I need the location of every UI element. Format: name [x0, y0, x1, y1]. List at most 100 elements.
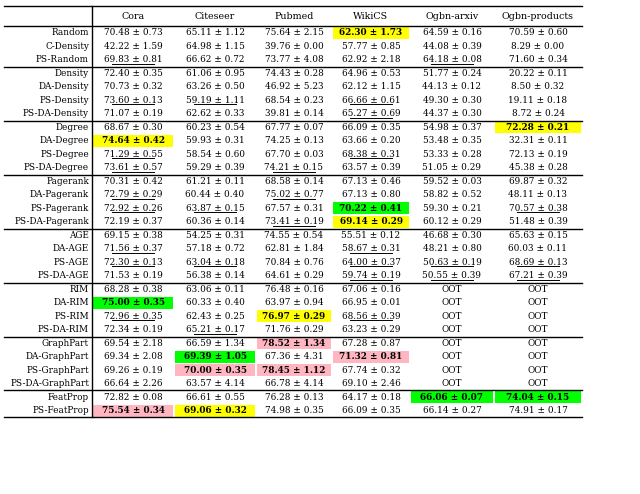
Text: 74.25 ± 0.13: 74.25 ± 0.13	[264, 136, 323, 145]
Text: 56.38 ± 0.14: 56.38 ± 0.14	[186, 271, 244, 280]
Text: OOT: OOT	[528, 285, 548, 294]
Text: 63.57 ± 0.39: 63.57 ± 0.39	[342, 163, 400, 172]
Bar	[175, 405, 255, 417]
Text: 62.43 ± 0.25: 62.43 ± 0.25	[186, 312, 244, 321]
Text: 59.52 ± 0.03: 59.52 ± 0.03	[422, 177, 481, 186]
Text: 60.36 ± 0.14: 60.36 ± 0.14	[186, 217, 244, 226]
Text: 72.13 ± 0.19: 72.13 ± 0.19	[509, 150, 568, 159]
Text: 72.96 ± 0.35: 72.96 ± 0.35	[104, 312, 163, 321]
Text: Density: Density	[55, 69, 89, 78]
Text: 72.92 ± 0.26: 72.92 ± 0.26	[104, 204, 163, 213]
Text: OOT: OOT	[442, 339, 462, 348]
Text: OOT: OOT	[442, 352, 462, 361]
Text: 68.38 ± 0.31: 68.38 ± 0.31	[342, 150, 400, 159]
Text: OOT: OOT	[442, 366, 462, 375]
Text: 53.48 ± 0.35: 53.48 ± 0.35	[422, 136, 481, 145]
Text: 66.59 ± 1.34: 66.59 ± 1.34	[186, 339, 244, 348]
Text: 74.64 ± 0.42: 74.64 ± 0.42	[102, 136, 164, 145]
Text: 63.57 ± 4.14: 63.57 ± 4.14	[186, 379, 244, 388]
Text: 70.00 ± 0.35: 70.00 ± 0.35	[184, 366, 246, 375]
Text: 67.06 ± 0.16: 67.06 ± 0.16	[342, 285, 401, 294]
Text: 73.60 ± 0.13: 73.60 ± 0.13	[104, 96, 163, 105]
Text: 67.57 ± 0.31: 67.57 ± 0.31	[264, 204, 323, 213]
Bar	[495, 391, 581, 403]
Text: PS-GraphPart: PS-GraphPart	[26, 366, 89, 375]
Text: 64.98 ± 1.15: 64.98 ± 1.15	[186, 42, 244, 51]
Text: PS-RIM: PS-RIM	[54, 312, 89, 321]
Text: OOT: OOT	[528, 366, 548, 375]
Text: DA-Degree: DA-Degree	[40, 136, 89, 145]
Text: 62.62 ± 0.33: 62.62 ± 0.33	[186, 109, 244, 118]
Text: 67.36 ± 4.31: 67.36 ± 4.31	[265, 352, 323, 361]
Text: 67.70 ± 0.03: 67.70 ± 0.03	[264, 150, 323, 159]
Bar	[333, 216, 409, 228]
Text: Citeseer: Citeseer	[195, 11, 235, 20]
Text: 68.56 ± 0.39: 68.56 ± 0.39	[342, 312, 400, 321]
Text: 63.66 ± 0.20: 63.66 ± 0.20	[342, 136, 400, 145]
Text: WikiCS: WikiCS	[353, 11, 388, 20]
Text: OOT: OOT	[528, 298, 548, 307]
Text: OOT: OOT	[442, 379, 462, 388]
Text: 60.44 ± 0.40: 60.44 ± 0.40	[186, 190, 244, 199]
Text: 74.91 ± 0.17: 74.91 ± 0.17	[509, 406, 568, 415]
Text: 44.08 ± 0.39: 44.08 ± 0.39	[422, 42, 481, 51]
Text: 70.84 ± 0.76: 70.84 ± 0.76	[264, 258, 323, 267]
Text: 67.28 ± 0.87: 67.28 ± 0.87	[342, 339, 400, 348]
Text: RIM: RIM	[70, 285, 89, 294]
Text: PS-DA-GraphPart: PS-DA-GraphPart	[10, 379, 89, 388]
Text: 71.07 ± 0.19: 71.07 ± 0.19	[104, 109, 163, 118]
Bar	[333, 27, 409, 39]
Text: PS-AGE: PS-AGE	[54, 258, 89, 267]
Text: PS-Degree: PS-Degree	[40, 150, 89, 159]
Text: 68.58 ± 0.14: 68.58 ± 0.14	[264, 177, 323, 186]
Text: Ogbn-products: Ogbn-products	[502, 11, 574, 20]
Text: 48.21 ± 0.80: 48.21 ± 0.80	[422, 244, 481, 253]
Text: 72.19 ± 0.37: 72.19 ± 0.37	[104, 217, 163, 226]
Text: PS-DA-RIM: PS-DA-RIM	[38, 325, 89, 334]
Text: 65.63 ± 0.15: 65.63 ± 0.15	[509, 231, 568, 240]
Text: Cora: Cora	[122, 11, 145, 20]
Text: 44.37 ± 0.30: 44.37 ± 0.30	[422, 109, 481, 118]
Text: 57.18 ± 0.72: 57.18 ± 0.72	[186, 244, 244, 253]
Text: 73.61 ± 0.57: 73.61 ± 0.57	[104, 163, 163, 172]
Text: 75.00 ± 0.35: 75.00 ± 0.35	[102, 298, 164, 307]
Text: 78.45 ± 1.12: 78.45 ± 1.12	[262, 366, 326, 375]
Text: 58.82 ± 0.52: 58.82 ± 0.52	[422, 190, 481, 199]
Text: 71.56 ± 0.37: 71.56 ± 0.37	[104, 244, 163, 253]
Text: 64.17 ± 0.18: 64.17 ± 0.18	[342, 393, 401, 402]
Text: 71.60 ± 0.34: 71.60 ± 0.34	[509, 55, 568, 64]
Text: 69.14 ± 0.29: 69.14 ± 0.29	[339, 217, 403, 226]
Text: 64.59 ± 0.16: 64.59 ± 0.16	[422, 28, 481, 37]
Bar	[257, 337, 331, 349]
Text: 73.77 ± 4.08: 73.77 ± 4.08	[265, 55, 323, 64]
Text: 66.14 ± 0.27: 66.14 ± 0.27	[422, 406, 481, 415]
Text: OOT: OOT	[528, 312, 548, 321]
Text: 66.64 ± 2.26: 66.64 ± 2.26	[104, 379, 163, 388]
Text: 74.04 ± 0.15: 74.04 ± 0.15	[506, 393, 570, 402]
Text: 75.54 ± 0.34: 75.54 ± 0.34	[102, 406, 164, 415]
Text: DA-Pagerank: DA-Pagerank	[30, 190, 89, 199]
Text: 59.93 ± 0.31: 59.93 ± 0.31	[186, 136, 244, 145]
Text: 72.82 ± 0.08: 72.82 ± 0.08	[104, 393, 163, 402]
Text: 66.09 ± 0.35: 66.09 ± 0.35	[342, 123, 401, 132]
Text: 58.54 ± 0.60: 58.54 ± 0.60	[186, 150, 244, 159]
Text: 66.95 ± 0.01: 66.95 ± 0.01	[342, 298, 401, 307]
Text: PS-DA-Degree: PS-DA-Degree	[24, 163, 89, 172]
Text: 50.63 ± 0.19: 50.63 ± 0.19	[422, 258, 481, 267]
Text: 63.97 ± 0.94: 63.97 ± 0.94	[265, 298, 323, 307]
Bar	[93, 405, 173, 417]
Text: 69.54 ± 2.18: 69.54 ± 2.18	[104, 339, 163, 348]
Text: PS-DA-Density: PS-DA-Density	[23, 109, 89, 118]
Text: 66.61 ± 0.55: 66.61 ± 0.55	[186, 393, 244, 402]
Text: Pagerank: Pagerank	[46, 177, 89, 186]
Text: 59.29 ± 0.39: 59.29 ± 0.39	[186, 163, 244, 172]
Text: PS-Random: PS-Random	[36, 55, 89, 64]
Text: 69.15 ± 0.38: 69.15 ± 0.38	[104, 231, 163, 240]
Text: Degree: Degree	[56, 123, 89, 132]
Text: 78.52 ± 1.34: 78.52 ± 1.34	[262, 339, 326, 348]
Text: 75.64 ± 2.15: 75.64 ± 2.15	[264, 28, 323, 37]
Text: OOT: OOT	[528, 339, 548, 348]
Text: 69.10 ± 2.46: 69.10 ± 2.46	[342, 379, 401, 388]
Text: 69.39 ± 1.05: 69.39 ± 1.05	[184, 352, 246, 361]
Text: Ogbn-arxiv: Ogbn-arxiv	[426, 11, 479, 20]
